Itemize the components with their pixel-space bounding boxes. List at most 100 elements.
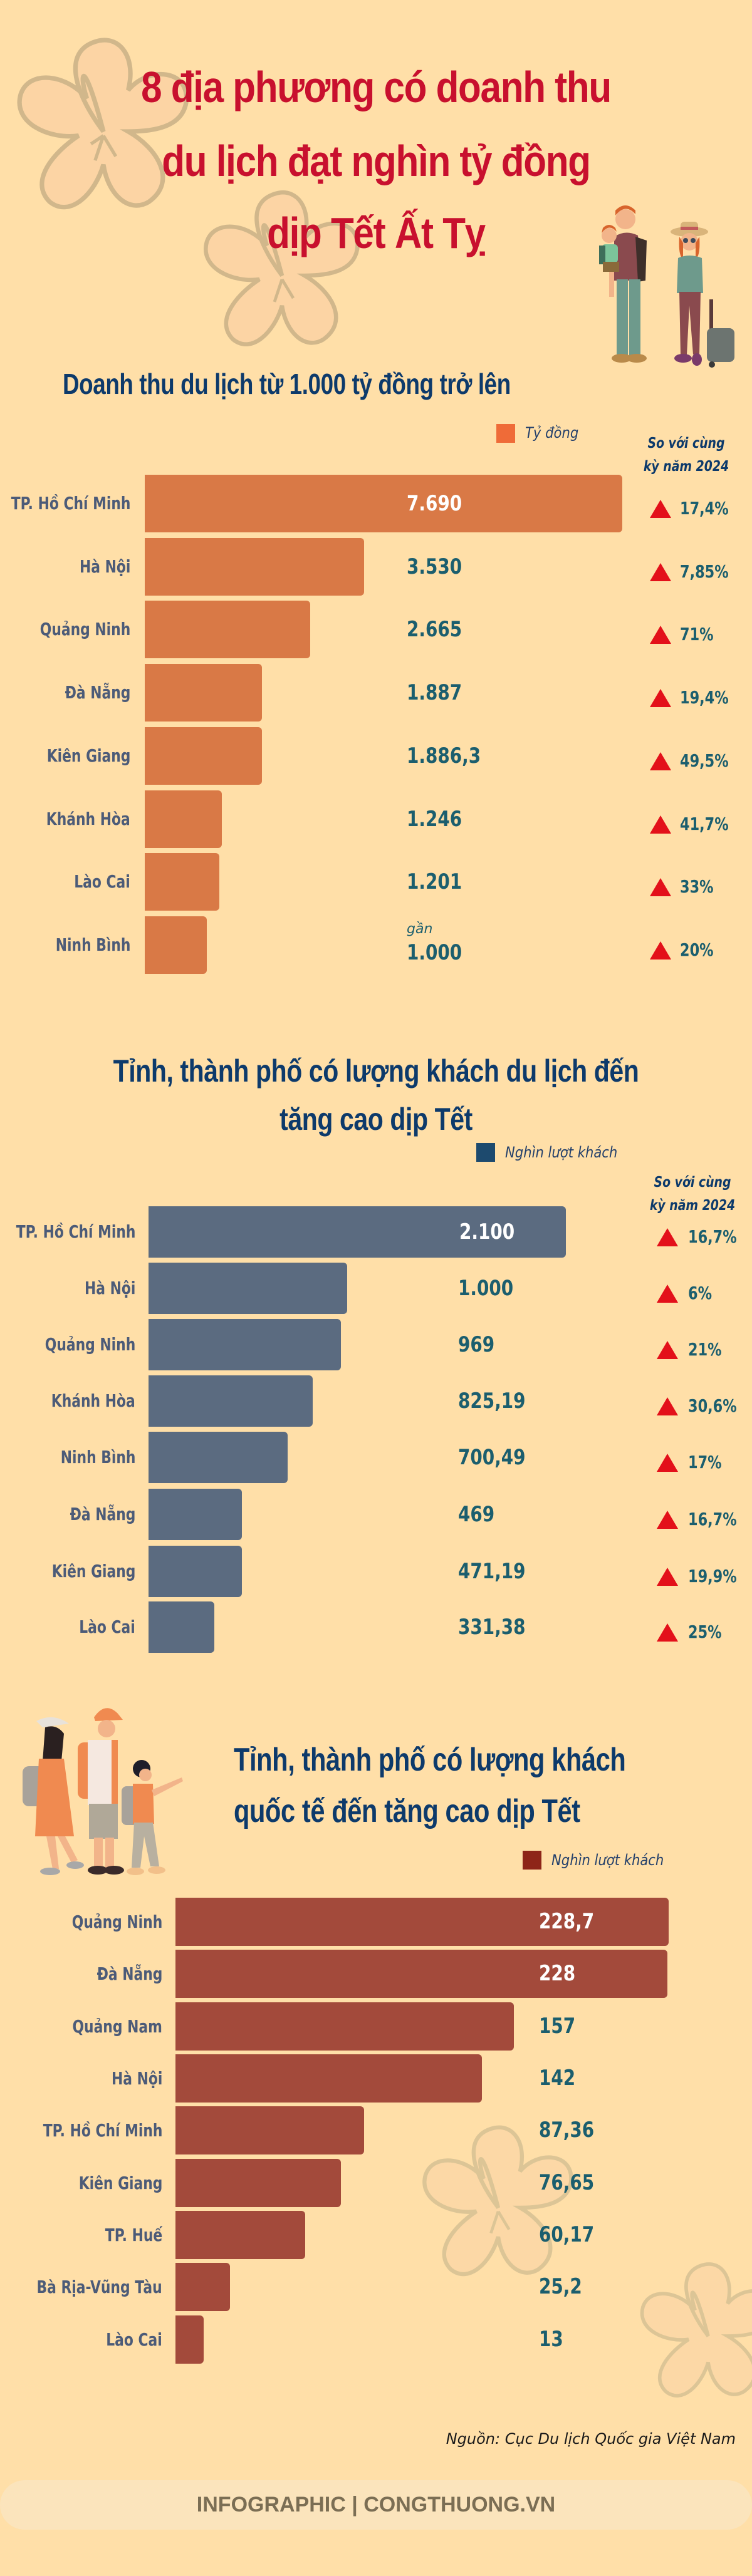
row-label: Quảng Nam [72, 2016, 162, 2037]
up-triangle-icon [657, 1623, 678, 1642]
bar-row: Đà Nẵng 469 16,7% [0, 1489, 752, 1540]
chart1-legend-label: Tỷ đồng [525, 424, 579, 442]
apricot-blossom-icon [204, 190, 360, 346]
bar-row: Đà Nẵng 228 [0, 1950, 752, 1998]
row-label: Đà Nẵng [65, 682, 130, 703]
family-travelers-illustration-icon [599, 205, 734, 368]
bar-value: 13 [539, 2327, 563, 2352]
bar-value: 157 [539, 2014, 576, 2039]
up-triangle-icon [650, 689, 671, 707]
bar [149, 1206, 566, 1258]
chart2-compare-header: So với cùng kỳ năm 2024 [641, 1171, 744, 1218]
yoy-change: 30,6% [688, 1395, 737, 1416]
bar [175, 2211, 305, 2259]
row-label: Lào Cai [79, 1616, 135, 1637]
yoy-change: 25% [688, 1622, 722, 1642]
bar-row: Kiên Giang 1.886,3 49,5% [0, 727, 752, 785]
bar-row: TP. Huế 60,17 [0, 2211, 752, 2259]
yoy-change: 71% [680, 624, 714, 644]
footer-brand[interactable]: INFOGRAPHIC | CONGTHUONG.VN [196, 2493, 556, 2517]
row-label: Quảng Ninh [71, 1911, 162, 1932]
bar-value: 1.246 [407, 807, 462, 832]
bar-value: 2.665 [407, 617, 462, 642]
bar-row: Kiên Giang 471,19 19,9% [0, 1546, 752, 1597]
chart3-title-line-1: Tỉnh, thành phố có lượng khách [234, 1742, 626, 1778]
bar-value: 969 [458, 1332, 495, 1357]
bar [149, 1263, 347, 1314]
bar-value: 25,2 [539, 2274, 582, 2299]
yoy-change: 49,5% [680, 750, 729, 771]
yoy-change: 6% [688, 1283, 713, 1303]
bar [149, 1489, 242, 1540]
bar-row: Lào Cai 1.201 33% [0, 853, 752, 911]
bar [175, 2002, 514, 2051]
compare-header-line-2: kỳ năm 2024 [649, 1197, 736, 1214]
row-label: Quảng Ninh [44, 1334, 135, 1355]
yoy-change: 41,7% [680, 814, 729, 834]
row-label: Hà Nội [79, 556, 130, 577]
bar-value: 228,7 [539, 1909, 595, 1934]
chart1-title: Doanh thu du lịch từ 1.000 tỷ đồng trở l… [63, 368, 511, 400]
row-label: Lào Cai [106, 2329, 162, 2350]
chart3-title-line-2: quốc tế đến tăng cao dịp Tết [234, 1793, 580, 1829]
bar [145, 790, 222, 848]
bar-value: 228 [539, 1961, 576, 1986]
up-triangle-icon [650, 752, 671, 770]
row-label: Kiên Giang [51, 1561, 135, 1581]
bar-value-prefix: gần [407, 921, 433, 937]
row-label: Ninh Bình [60, 1447, 135, 1467]
bar [149, 1319, 341, 1370]
bar-value: 87,36 [539, 2118, 595, 2143]
yoy-change: 7,85% [680, 561, 729, 582]
apricot-blossom-icon [17, 38, 189, 210]
bar-row: Khánh Hòa 1.246 41,7% [0, 790, 752, 848]
page-title-line-1: 8 địa phương có doanh thu [141, 63, 612, 111]
row-label: Quảng Ninh [39, 619, 130, 639]
bar-value: 7.690 [407, 491, 462, 516]
apricot-blossom-icon [640, 2262, 752, 2398]
bar-row: TP. Hồ Chí Minh 7.690 17,4% [0, 475, 752, 532]
row-label: Hà Nội [84, 1278, 135, 1298]
bar-row: TP. Hồ Chí Minh 2.100 16,7% [0, 1206, 752, 1258]
bar-row: Bà Rịa-Vũng Tàu 25,2 [0, 2263, 752, 2311]
bar [175, 1950, 667, 1998]
yoy-change: 16,7% [688, 1509, 737, 1529]
source-note: Nguồn: Cục Du lịch Quốc gia Việt Nam [446, 2430, 736, 2448]
bar-value: 142 [539, 2066, 576, 2091]
bar-value: 76,65 [539, 2170, 595, 2195]
footer-banner: INFOGRAPHIC | CONGTHUONG.VN [0, 2480, 752, 2530]
bar-value: 2.100 [459, 1219, 515, 1244]
chart2-title-line-2: tăng cao dịp Tết [279, 1102, 473, 1137]
row-label: Kiên Giang [78, 2173, 162, 2193]
chart2-legend-label: Nghìn lượt khách [505, 1144, 618, 1161]
yoy-change: 17,4% [680, 498, 729, 519]
bar [175, 2106, 364, 2154]
bar-row: Ninh Bình 1.000 gần 20% [0, 916, 752, 974]
row-label: TP. Hồ Chí Minh [43, 2120, 162, 2141]
yoy-change: 33% [680, 876, 714, 897]
row-label: Đà Nẵng [97, 1963, 162, 1984]
compare-header-line-1: So với cùng [654, 1174, 731, 1191]
bar [175, 2054, 482, 2103]
chart1-legend-swatch [496, 424, 515, 443]
bar [149, 1601, 214, 1653]
bar [145, 727, 262, 785]
apricot-blossom-icon [422, 2125, 573, 2277]
bar [175, 2263, 230, 2311]
bar-row: Hà Nội 3.530 7,85% [0, 538, 752, 596]
up-triangle-icon [657, 1454, 678, 1472]
bar [145, 916, 207, 974]
up-triangle-icon [657, 1397, 678, 1415]
bar-value: 1.886,3 [407, 743, 481, 768]
bar-value: 1.887 [407, 680, 462, 705]
bar-value: 1.201 [407, 869, 462, 894]
up-triangle-icon [650, 815, 671, 834]
compare-header-line-1: So với cùng [647, 435, 725, 452]
up-triangle-icon [650, 941, 671, 960]
row-label: Bà Rịa-Vũng Tàu [36, 2277, 162, 2297]
compare-header-line-2: kỳ năm 2024 [643, 458, 729, 475]
row-label: Ninh Bình [55, 934, 130, 955]
bar-row: Lào Cai 13 [0, 2315, 752, 2364]
yoy-change: 19,4% [680, 687, 729, 708]
